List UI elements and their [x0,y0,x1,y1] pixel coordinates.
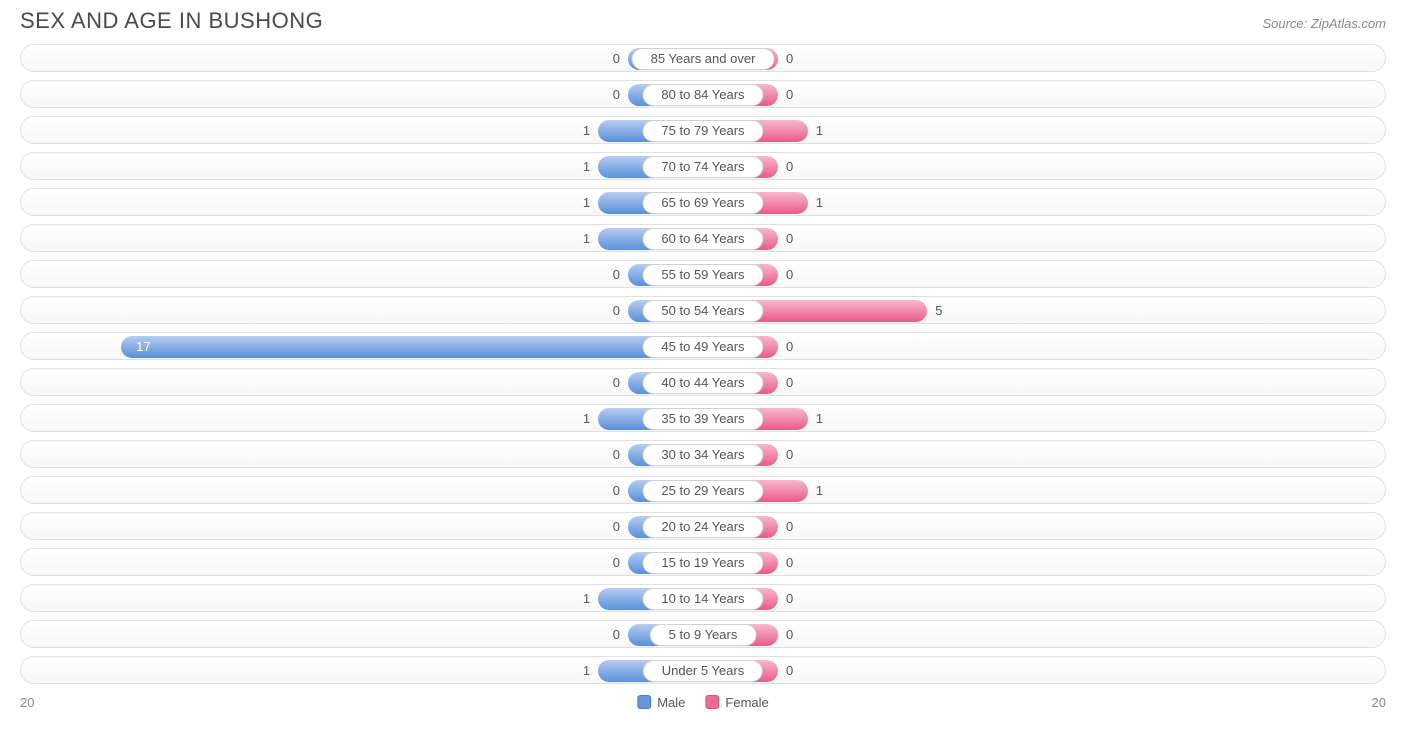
pyramid-row: 50 to 54 Years 0 5 [20,296,1386,324]
age-range-label: 35 to 39 Years [642,408,763,430]
male-value: 1 [583,192,590,214]
male-value: 0 [613,624,620,646]
chart-container: SEX AND AGE IN BUSHONG Source: ZipAtlas.… [0,0,1406,720]
female-value: 1 [816,480,823,502]
male-value: 17 [136,336,150,358]
pyramid-row: 35 to 39 Years 1 1 [20,404,1386,432]
pyramid-row: 5 to 9 Years 0 0 [20,620,1386,648]
male-value: 0 [613,372,620,394]
legend-male-swatch [637,695,651,709]
pyramid-row: 45 to 49 Years 17 0 [20,332,1386,360]
male-value: 1 [583,588,590,610]
legend: Male Female [637,695,769,710]
pyramid-row: 55 to 59 Years 0 0 [20,260,1386,288]
footer: 20 Male Female 20 [0,692,1406,720]
chart-title: SEX AND AGE IN BUSHONG [20,8,323,34]
age-range-label: 75 to 79 Years [642,120,763,142]
age-range-label: 15 to 19 Years [642,552,763,574]
male-value: 1 [583,156,590,178]
pyramid-row: 20 to 24 Years 0 0 [20,512,1386,540]
pyramid-row: 30 to 34 Years 0 0 [20,440,1386,468]
pyramid-row: 85 Years and over 0 0 [20,44,1386,72]
age-range-label: 60 to 64 Years [642,228,763,250]
female-value: 0 [786,336,793,358]
header: SEX AND AGE IN BUSHONG Source: ZipAtlas.… [0,0,1406,44]
age-range-label: 65 to 69 Years [642,192,763,214]
legend-female-swatch [705,695,719,709]
age-range-label: 45 to 49 Years [642,336,763,358]
age-range-label: 55 to 59 Years [642,264,763,286]
male-value: 0 [613,48,620,70]
female-value: 0 [786,552,793,574]
legend-female-label: Female [725,695,768,710]
legend-female: Female [705,695,768,710]
pyramid-row: Under 5 Years 1 0 [20,656,1386,684]
pyramid-row: 40 to 44 Years 0 0 [20,368,1386,396]
male-bar [121,336,703,358]
age-range-label: 40 to 44 Years [642,372,763,394]
male-value: 0 [613,552,620,574]
female-value: 5 [935,300,942,322]
female-value: 0 [786,264,793,286]
pyramid-row: 65 to 69 Years 1 1 [20,188,1386,216]
source-label: Source: ZipAtlas.com [1262,16,1386,31]
male-value: 1 [583,228,590,250]
age-range-label: 70 to 74 Years [642,156,763,178]
age-range-label: 5 to 9 Years [650,624,757,646]
age-range-label: Under 5 Years [643,660,763,682]
female-value: 1 [816,192,823,214]
axis-left-max: 20 [20,695,34,710]
female-value: 0 [786,516,793,538]
male-value: 1 [583,408,590,430]
legend-male: Male [637,695,685,710]
age-range-label: 30 to 34 Years [642,444,763,466]
age-range-label: 20 to 24 Years [642,516,763,538]
female-value: 0 [786,228,793,250]
pyramid-row: 80 to 84 Years 0 0 [20,80,1386,108]
pyramid-row: 60 to 64 Years 1 0 [20,224,1386,252]
age-range-label: 80 to 84 Years [642,84,763,106]
age-range-label: 25 to 29 Years [642,480,763,502]
age-range-label: 50 to 54 Years [642,300,763,322]
age-range-label: 10 to 14 Years [642,588,763,610]
male-value: 0 [613,300,620,322]
male-value: 0 [613,480,620,502]
pyramid-chart: 85 Years and over 0 0 80 to 84 Years 0 0 75 to… [0,44,1406,684]
male-value: 1 [583,120,590,142]
pyramid-row: 10 to 14 Years 1 0 [20,584,1386,612]
female-value: 1 [816,408,823,430]
female-value: 1 [816,120,823,142]
female-value: 0 [786,660,793,682]
male-value: 0 [613,84,620,106]
pyramid-row: 15 to 19 Years 0 0 [20,548,1386,576]
female-value: 0 [786,84,793,106]
male-value: 1 [583,660,590,682]
male-value: 0 [613,444,620,466]
male-value: 0 [613,516,620,538]
female-value: 0 [786,48,793,70]
female-value: 0 [786,444,793,466]
axis-right-max: 20 [1372,695,1386,710]
pyramid-row: 70 to 74 Years 1 0 [20,152,1386,180]
female-value: 0 [786,372,793,394]
female-value: 0 [786,156,793,178]
pyramid-row: 75 to 79 Years 1 1 [20,116,1386,144]
male-value: 0 [613,264,620,286]
pyramid-row: 25 to 29 Years 0 1 [20,476,1386,504]
female-value: 0 [786,588,793,610]
legend-male-label: Male [657,695,685,710]
female-value: 0 [786,624,793,646]
age-range-label: 85 Years and over [632,48,775,70]
